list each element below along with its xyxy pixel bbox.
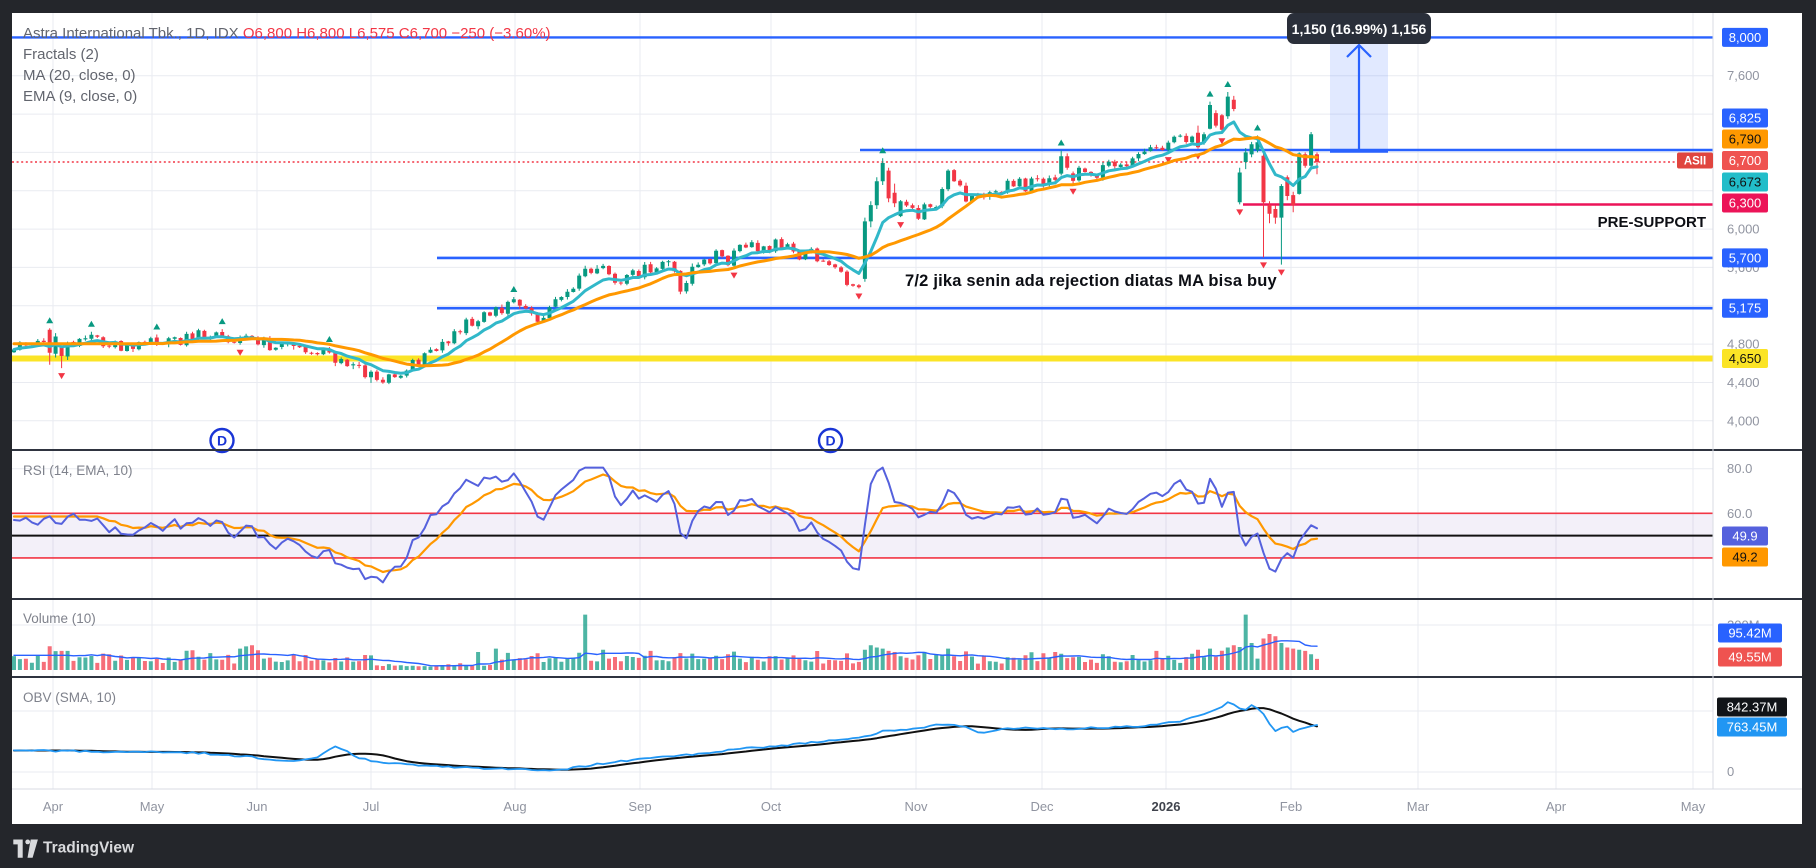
svg-text:6,673: 6,673 bbox=[1729, 175, 1762, 190]
svg-text:49.55M: 49.55M bbox=[1728, 650, 1771, 665]
svg-text:6,700: 6,700 bbox=[1729, 153, 1762, 168]
svg-text:Dec: Dec bbox=[1030, 799, 1054, 814]
svg-text:Fractals (2): Fractals (2) bbox=[23, 46, 99, 63]
svg-text:Sep: Sep bbox=[628, 799, 651, 814]
svg-text:1,150 (16.99%) 1,156: 1,150 (16.99%) 1,156 bbox=[1292, 21, 1427, 37]
svg-text:6,825: 6,825 bbox=[1729, 111, 1762, 126]
svg-text:May: May bbox=[1681, 799, 1706, 814]
svg-text:49.9: 49.9 bbox=[1732, 529, 1757, 544]
svg-text:5,700: 5,700 bbox=[1729, 250, 1762, 265]
svg-text:OBV (SMA, 10): OBV (SMA, 10) bbox=[23, 690, 116, 705]
svg-text:4,400: 4,400 bbox=[1727, 375, 1760, 390]
svg-text:6,790: 6,790 bbox=[1729, 132, 1762, 147]
svg-text:EMA (9, close, 0): EMA (9, close, 0) bbox=[23, 88, 137, 105]
svg-text:60.0: 60.0 bbox=[1727, 506, 1752, 521]
svg-text:95.42M: 95.42M bbox=[1728, 626, 1771, 641]
svg-text:D: D bbox=[217, 433, 227, 449]
svg-text:6,300: 6,300 bbox=[1729, 196, 1762, 211]
svg-text:6,000: 6,000 bbox=[1727, 222, 1760, 237]
svg-text:7,600: 7,600 bbox=[1727, 68, 1760, 83]
svg-text:Feb: Feb bbox=[1280, 799, 1302, 814]
svg-text:4,800: 4,800 bbox=[1727, 337, 1760, 352]
svg-text:Volume (10): Volume (10) bbox=[23, 611, 96, 626]
svg-text:MA (20, close, 0): MA (20, close, 0) bbox=[23, 67, 136, 84]
svg-text:4,000: 4,000 bbox=[1727, 413, 1760, 428]
svg-text:49.2: 49.2 bbox=[1732, 550, 1757, 565]
svg-text:Jun: Jun bbox=[247, 799, 268, 814]
svg-text:Jul: Jul bbox=[363, 799, 380, 814]
svg-text:763.45M: 763.45M bbox=[1727, 720, 1778, 735]
svg-text:0: 0 bbox=[1727, 764, 1734, 779]
svg-text:RSI (14, EMA, 10): RSI (14, EMA, 10) bbox=[23, 463, 133, 478]
svg-text:Apr: Apr bbox=[43, 799, 64, 814]
svg-text:Aug: Aug bbox=[503, 799, 526, 814]
svg-text:May: May bbox=[140, 799, 165, 814]
svg-text:Astra International Tbk., 1D,: Astra International Tbk., 1D, IDX O6,800… bbox=[23, 25, 551, 42]
svg-text:TradingView: TradingView bbox=[43, 840, 135, 857]
svg-text:842.37M: 842.37M bbox=[1727, 700, 1778, 715]
svg-text:ASII: ASII bbox=[1684, 156, 1706, 168]
svg-text:Apr: Apr bbox=[1546, 799, 1567, 814]
svg-text:PRE-SUPPORT: PRE-SUPPORT bbox=[1598, 214, 1706, 231]
svg-text:Oct: Oct bbox=[761, 799, 782, 814]
svg-text:80.0: 80.0 bbox=[1727, 461, 1752, 476]
svg-text:7/2 jika senin ada rejection d: 7/2 jika senin ada rejection diatas MA b… bbox=[905, 272, 1278, 290]
svg-text:2026: 2026 bbox=[1152, 799, 1181, 814]
svg-text:4,650: 4,650 bbox=[1729, 351, 1762, 366]
svg-text:D: D bbox=[825, 433, 835, 449]
svg-text:5,175: 5,175 bbox=[1729, 301, 1762, 316]
svg-text:Nov: Nov bbox=[904, 799, 928, 814]
svg-text:Mar: Mar bbox=[1407, 799, 1430, 814]
svg-text:8,000: 8,000 bbox=[1729, 30, 1762, 45]
